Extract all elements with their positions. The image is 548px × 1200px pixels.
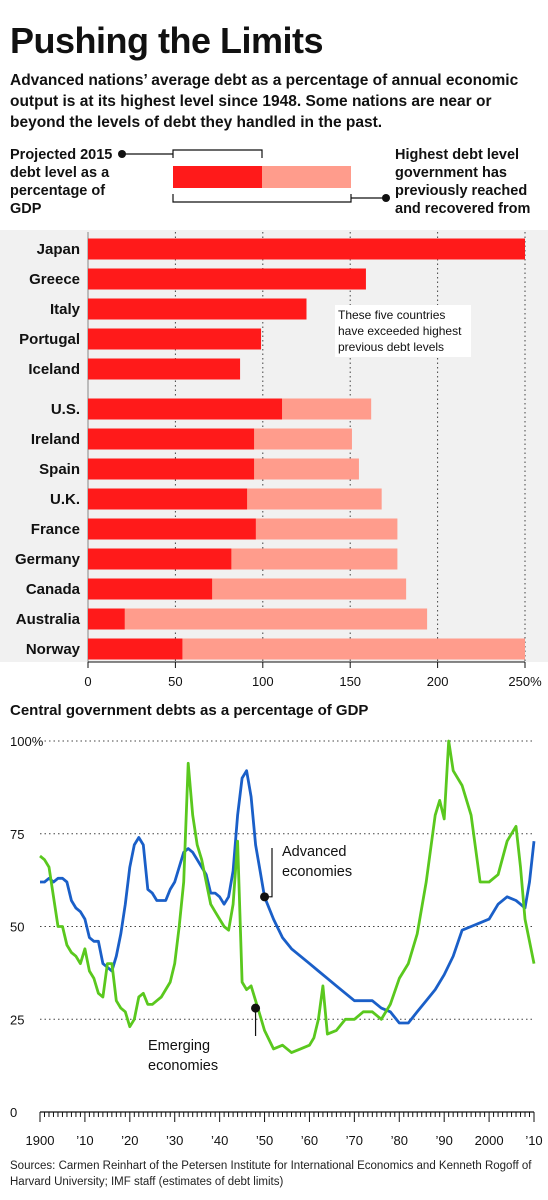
advanced-annotation-label-2: economies (282, 864, 352, 880)
bar-x-tick-label: 250% (508, 674, 542, 689)
bar-projected-greece (88, 268, 366, 290)
bar-projected-germany (88, 548, 232, 570)
line-x-tick-label: ’80 (391, 1133, 408, 1148)
advanced-annotation-leader (264, 848, 273, 898)
advanced-annotation-label: Advanced (282, 844, 347, 860)
bar-projected-ireland (88, 428, 255, 450)
bar-projected-france (88, 518, 256, 540)
bar-projected-japan (88, 238, 525, 260)
bar-projected-us (88, 398, 283, 420)
bar-category-label: Spain (39, 461, 80, 478)
line-x-tick-label: ’10 (525, 1133, 542, 1148)
legend-projected-dot (118, 150, 126, 158)
line-x-tick-label: ’30 (166, 1133, 183, 1148)
bar-x-tick-label: 150 (339, 674, 361, 689)
bar-projected-norway (88, 638, 183, 660)
bar-category-label: Japan (37, 241, 80, 258)
bar-x-tick-label: 0 (84, 674, 91, 689)
legend-projected-label: Projected 2015 debt level as a percentag… (10, 147, 113, 217)
line-x-tick-label: ’10 (76, 1133, 93, 1148)
bar-chart-note: These five countries have exceeded highe… (335, 305, 471, 357)
series-line-emerging (39, 739, 536, 1054)
bar-projected-australia (88, 608, 125, 630)
bar-highest-norway (88, 638, 525, 660)
line-y-tick-label: 100% (10, 734, 44, 749)
line-y-tick-label: 75 (10, 827, 24, 842)
legend-projected-swatch (173, 166, 262, 188)
bar-category-label: Ireland (31, 431, 80, 448)
line-x-tick-label: ’50 (256, 1133, 273, 1148)
bar-category-label: Greece (29, 271, 80, 288)
bar-category-label: Australia (16, 611, 81, 628)
line-chart-title: Central government debts as a percentage… (10, 702, 369, 719)
page-title: Pushing the Limits (10, 20, 324, 61)
emerging-annotation-label: Emerging (148, 1038, 210, 1054)
line-y-tick-label: 0 (10, 1105, 17, 1120)
legend-highest-dot (382, 194, 390, 202)
bar-category-label: Iceland (28, 361, 80, 378)
bar-category-label: Portugal (19, 331, 80, 348)
line-x-tick-label: 1900 (26, 1133, 55, 1148)
legend-projected-bracket (172, 149, 263, 158)
line-x-tick-label: 2000 (475, 1133, 504, 1148)
bar-x-tick-label: 200 (427, 674, 449, 689)
bar-category-label: Norway (26, 641, 81, 658)
line-x-tick-label: ’60 (301, 1133, 318, 1148)
bar-category-label: Germany (15, 551, 81, 568)
bar-projected-spain (88, 458, 255, 480)
line-y-tick-label: 50 (10, 920, 24, 935)
bar-x-tick-label: 100 (252, 674, 274, 689)
bar-projected-portugal (88, 328, 262, 350)
line-x-tick-label: ’20 (121, 1133, 138, 1148)
bar-highest-australia (88, 608, 428, 630)
bar-category-label: U.S. (51, 401, 80, 418)
bar-projected-canada (88, 578, 213, 600)
line-x-tick-label: ’90 (436, 1133, 453, 1148)
bar-projected-italy (88, 298, 307, 320)
legend-highest-label: Highest debt level government has previo… (395, 147, 531, 217)
sources-note: Sources: Carmen Reinhart of the Petersen… (10, 1160, 532, 1188)
bar-category-label: U.K. (50, 491, 80, 508)
emerging-annotation-label-2: economies (148, 1058, 218, 1074)
bar-projected-iceland (88, 358, 241, 380)
line-x-tick-label: ’40 (211, 1133, 228, 1148)
line-x-tick-label: ’70 (346, 1133, 363, 1148)
bar-category-label: Italy (50, 301, 81, 318)
bar-x-tick-label: 50 (168, 674, 182, 689)
bar-projected-uk (88, 488, 248, 510)
bar-category-label: France (31, 521, 80, 538)
page-subtitle: Advanced nations’ average debt as a perc… (10, 72, 519, 131)
legend-highest-bracket (172, 194, 352, 203)
line-y-tick-label: 25 (10, 1012, 24, 1027)
bar-category-label: Canada (26, 581, 81, 598)
series-line-advanced (40, 769, 536, 1025)
